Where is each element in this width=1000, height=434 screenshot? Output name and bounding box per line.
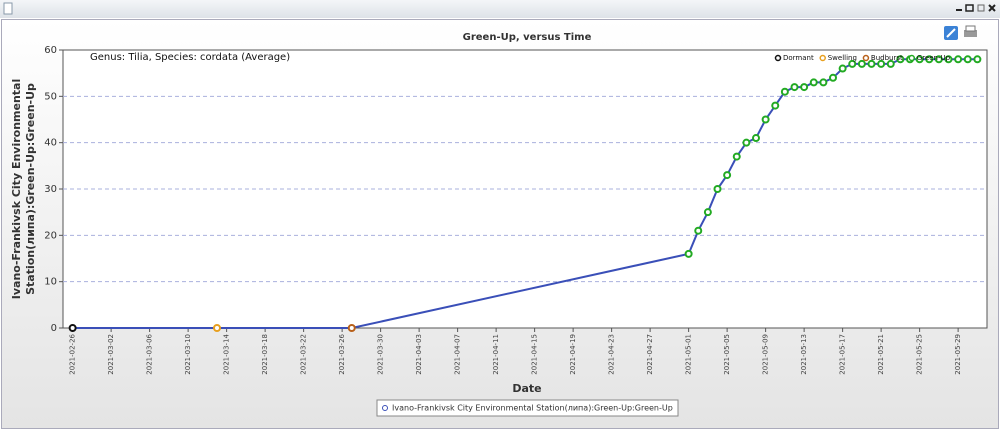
data-point: [694, 226, 703, 235]
x-tick-label: 2021-04-27: [646, 334, 654, 375]
y-tick-label: 0: [51, 323, 57, 334]
x-tick-label: 2021-03-18: [261, 334, 269, 375]
x-tick-label: 2021-04-07: [454, 334, 462, 375]
y-tick-label: 30: [44, 184, 57, 195]
chart-title: Green-Up, versus Time: [463, 32, 592, 43]
x-tick-label: 2021-04-03: [415, 334, 423, 375]
link-icon: [946, 28, 956, 38]
x-axis-label: Date: [512, 382, 541, 395]
legend-label: Green-Up: [917, 54, 951, 62]
data-point: [742, 138, 751, 147]
y-tick-label: 10: [44, 277, 57, 288]
x-tick-label: 2021-03-14: [223, 333, 231, 374]
y-tick-label: 20: [44, 230, 57, 241]
data-point: [771, 101, 780, 110]
data-point: [886, 59, 895, 68]
y-axis-label: Station(липа):Green-Up:Green-Up: [24, 83, 37, 295]
data-point: [790, 83, 799, 92]
annotation: Genus: Tilia, Species: cordata (Average): [90, 52, 290, 63]
data-point: [780, 87, 789, 96]
data-point: [713, 185, 722, 193]
restore-button[interactable]: [977, 4, 985, 12]
legend-label: Budburst: [871, 54, 903, 62]
print-button[interactable]: [964, 30, 977, 37]
legend-marker: [862, 54, 870, 62]
legend-label: Ivano-Frankivsk City Environmental Stati…: [392, 404, 673, 413]
data-line: [72, 58, 978, 329]
data-point: [809, 78, 818, 87]
data-point: [703, 208, 712, 217]
legend-box: [376, 399, 679, 417]
data-point: [973, 55, 982, 64]
legend-marker: [908, 54, 916, 62]
x-tick-label: 2021-03-26: [338, 333, 346, 374]
x-tick-label: 2021-05-09: [762, 334, 770, 375]
data-point: [819, 78, 828, 87]
x-tick-label: 2021-03-02: [107, 334, 115, 375]
x-tick-label: 2021-04-23: [608, 334, 616, 375]
y-tick-label: 60: [44, 45, 57, 56]
legend-marker: [382, 405, 388, 411]
y-axis-label: Ivano-Frankivsk City Environmental: [10, 79, 23, 299]
data-point: [867, 59, 876, 68]
data-point: [68, 324, 77, 332]
x-tick-label: 2021-02-26: [69, 333, 77, 374]
x-tick-label: 2021-05-05: [723, 334, 731, 375]
y-tick-label: 40: [44, 138, 57, 149]
x-tick-label: 2021-03-22: [300, 334, 308, 375]
data-point: [848, 59, 857, 68]
data-point: [925, 55, 934, 64]
data-point: [213, 324, 221, 332]
x-tick-label: 2021-05-29: [954, 334, 962, 375]
data-point: [954, 55, 963, 64]
data-point: [857, 59, 866, 68]
x-tick-label: 2021-05-13: [800, 334, 808, 375]
data-point: [829, 73, 837, 82]
legend-label: Swelling: [828, 54, 857, 62]
x-tick-label: 2021-05-21: [877, 334, 885, 375]
legend-marker: [819, 54, 826, 62]
x-tick-label: 2021-05-17: [839, 334, 847, 375]
data-point: [896, 55, 905, 64]
x-tick-label: 2021-04-11: [492, 334, 500, 375]
x-tick-label: 2021-03-30: [377, 334, 385, 375]
x-tick-label: 2021-03-06: [146, 333, 154, 374]
data-point: [752, 134, 760, 143]
data-point: [761, 115, 770, 124]
data-point: [944, 55, 953, 64]
data-point: [915, 55, 924, 64]
data-point: [732, 152, 741, 161]
legend-marker: [774, 54, 782, 62]
data-point: [838, 64, 847, 73]
y-tick-label: 50: [44, 91, 57, 102]
print-icon: [965, 25, 976, 32]
x-tick-label: 2021-05-25: [916, 334, 924, 375]
data-point: [684, 249, 693, 258]
doc-icon: [3, 2, 13, 15]
data-point: [800, 83, 809, 92]
close-button[interactable]: [988, 4, 996, 12]
data-point: [934, 55, 943, 64]
maximize-button[interactable]: [965, 4, 974, 12]
x-tick-label: 2021-04-19: [569, 334, 577, 375]
x-tick-label: 2021-03-10: [184, 334, 192, 375]
data-point: [877, 59, 886, 68]
minimize-button[interactable]: [956, 9, 962, 11]
legend-label: Dormant: [783, 54, 814, 62]
data-point: [723, 171, 732, 180]
data-point: [347, 324, 356, 332]
x-tick-label: 2021-05-01: [685, 334, 693, 375]
x-tick-label: 2021-04-15: [531, 334, 539, 375]
title-bar: [0, 0, 1000, 18]
data-point: [963, 55, 972, 64]
